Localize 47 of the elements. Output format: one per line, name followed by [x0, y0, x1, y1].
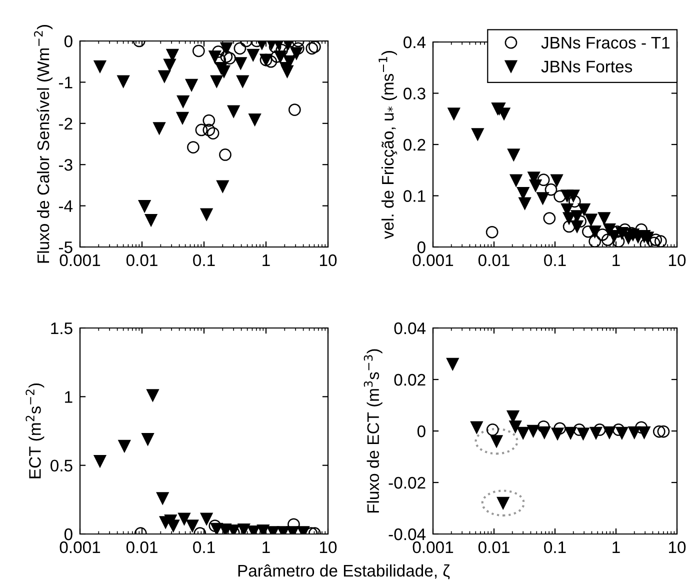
x-tick-label: 0.01 — [478, 254, 510, 266]
y-tick-label: -4 — [58, 200, 73, 212]
x-tick-label: 10 — [320, 541, 337, 554]
y-axis-title: Fluxo de Calor Sensível (Wm$^{−2}$) — [34, 25, 53, 263]
x-tick-label: 10 — [669, 254, 686, 266]
y-tick-label: 0.5 — [50, 460, 72, 472]
x-axis-title: Parâmetro de Estabilidade, ζ — [238, 564, 450, 580]
x-tick-label: 10 — [669, 541, 686, 554]
legend-label: JBNs Fortes — [541, 60, 632, 72]
y-tick-label: 0 — [417, 425, 426, 438]
y-tick-label: 0.04 — [394, 322, 426, 334]
y-tick-label: 1 — [65, 391, 72, 403]
x-tick-label: 10 — [320, 254, 337, 266]
legend-label: JBNs Fracos - T1 — [541, 36, 670, 49]
y-tick-label: 0.1 — [404, 190, 426, 202]
x-tick-label: 1 — [612, 254, 620, 266]
y-tick-label: -1 — [58, 76, 72, 88]
y-tick-label: 0 — [64, 528, 72, 540]
y-tick-label: 0.4 — [404, 36, 426, 48]
y-axis-title: vel. de Fricção, u$_{*}$ (ms$^{−1}$) — [378, 51, 398, 240]
y-tick-label: -0.02 — [388, 476, 426, 489]
x-tick-label: 0.01 — [478, 541, 510, 554]
x-tick-label: 1 — [262, 254, 270, 266]
y-axis-title: Fluxo de ECT (m$^{3}$s$^{−3}$) — [364, 349, 382, 513]
x-tick-label: 0.1 — [544, 254, 566, 266]
x-tick-label: 0.1 — [193, 541, 215, 554]
y-tick-label: 0.02 — [394, 374, 426, 386]
x-tick-label: 0.001 — [60, 541, 100, 554]
x-tick-label: 0.001 — [412, 541, 454, 554]
y-tick-label: 0 — [417, 241, 426, 254]
x-tick-label: 0.01 — [126, 541, 158, 554]
y-tick-label: 0 — [64, 35, 72, 48]
y-tick-label: -3 — [58, 159, 72, 171]
y-tick-label: -5 — [58, 242, 72, 254]
y-tick-label: 1.5 — [51, 322, 72, 334]
x-tick-label: 1 — [262, 542, 270, 554]
y-axis-title: ECT (m$^{2}$s$^{−2}$) — [26, 383, 44, 478]
x-tick-label: 0.001 — [60, 254, 100, 266]
x-tick-label: 1 — [612, 542, 620, 554]
x-tick-label: 0.001 — [412, 254, 454, 266]
y-tick-label: -0.04 — [388, 528, 426, 540]
x-tick-label: 0.1 — [193, 254, 215, 266]
y-tick-label: -2 — [58, 118, 72, 130]
y-tick-label: 0.3 — [404, 88, 426, 100]
y-tick-label: 0.2 — [404, 138, 426, 151]
x-tick-label: 0.01 — [126, 254, 158, 266]
x-tick-label: 0.1 — [544, 541, 566, 554]
